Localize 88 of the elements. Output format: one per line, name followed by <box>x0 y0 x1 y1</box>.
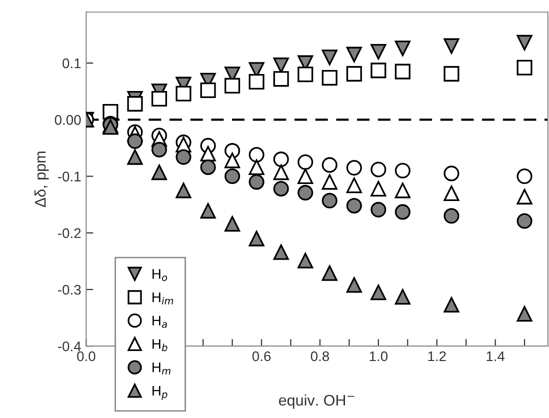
point <box>298 154 314 170</box>
point <box>224 152 240 168</box>
point <box>151 90 168 107</box>
point <box>322 50 338 66</box>
point <box>346 66 362 82</box>
point <box>444 66 460 82</box>
x-tick-label: 1.2 <box>428 351 446 362</box>
point <box>346 198 362 214</box>
x-tick-label: 1.4 <box>486 351 505 362</box>
x-tick-label: 1.0 <box>370 351 388 362</box>
point <box>346 46 362 62</box>
y-tick-label: -0.4 <box>58 341 81 352</box>
y-tick-label: -0.3 <box>58 284 81 295</box>
point <box>516 168 532 184</box>
point <box>346 160 362 176</box>
point <box>298 66 314 82</box>
point <box>151 164 168 180</box>
legend-label: H$_{m}$ <box>152 362 170 374</box>
y-tick-label: 0.1 <box>62 58 81 68</box>
point <box>394 204 410 220</box>
point <box>516 34 532 50</box>
point <box>322 192 338 208</box>
x-tick-label: 0.6 <box>252 351 271 362</box>
point <box>322 157 338 173</box>
point <box>127 96 143 112</box>
point <box>248 159 264 176</box>
y-tick-label: -0.1 <box>58 172 81 182</box>
point <box>273 244 289 260</box>
point <box>127 133 143 149</box>
point <box>346 277 362 293</box>
x-tick-label: 0.0 <box>77 351 96 362</box>
point <box>176 149 192 165</box>
point <box>370 284 386 300</box>
point <box>248 146 264 163</box>
x-tick-label: 0.8 <box>310 351 330 362</box>
point <box>394 64 410 80</box>
legend-label: H$_{p}$ <box>152 386 168 400</box>
point <box>273 164 289 180</box>
point <box>273 58 289 74</box>
point <box>248 230 264 246</box>
point <box>516 306 532 322</box>
point <box>273 180 289 197</box>
point <box>394 182 410 198</box>
point <box>298 184 314 200</box>
legend-label: H$_{b}$ <box>152 339 168 352</box>
point <box>176 86 192 102</box>
point <box>370 162 386 178</box>
point <box>444 185 460 202</box>
point <box>322 174 338 190</box>
point <box>444 297 460 313</box>
point <box>370 180 386 197</box>
point <box>444 38 460 54</box>
point <box>200 159 216 176</box>
point <box>322 265 338 281</box>
point <box>298 168 314 184</box>
legend-label: H$_{a}$ <box>152 316 167 328</box>
y-tick-label: 0.00 <box>54 115 81 125</box>
point <box>370 202 386 218</box>
point <box>248 74 264 90</box>
point <box>176 182 192 198</box>
legend-label: H$_{im}$ <box>152 292 174 304</box>
point <box>127 149 143 165</box>
point <box>224 216 240 232</box>
x-axis-title: equiv. OH$^{−}$ <box>278 394 354 409</box>
point <box>394 40 410 56</box>
y-tick-label: -0.2 <box>58 228 81 238</box>
point <box>273 152 289 168</box>
legend-label: H$_{o}$ <box>152 269 168 282</box>
point <box>322 70 338 86</box>
point <box>394 162 410 178</box>
point <box>248 174 264 190</box>
point <box>444 166 460 182</box>
point <box>151 142 168 158</box>
y-axis-title: Δδ, ppm <box>34 152 49 208</box>
point <box>298 252 314 268</box>
point <box>224 168 240 184</box>
point <box>370 62 386 78</box>
point <box>346 178 362 194</box>
point <box>444 208 460 224</box>
point <box>200 203 216 219</box>
point <box>224 78 240 94</box>
point <box>200 82 216 98</box>
point <box>516 60 532 76</box>
point <box>370 44 386 60</box>
point <box>394 289 410 305</box>
point <box>516 213 532 229</box>
point <box>273 71 289 87</box>
point <box>516 188 532 204</box>
